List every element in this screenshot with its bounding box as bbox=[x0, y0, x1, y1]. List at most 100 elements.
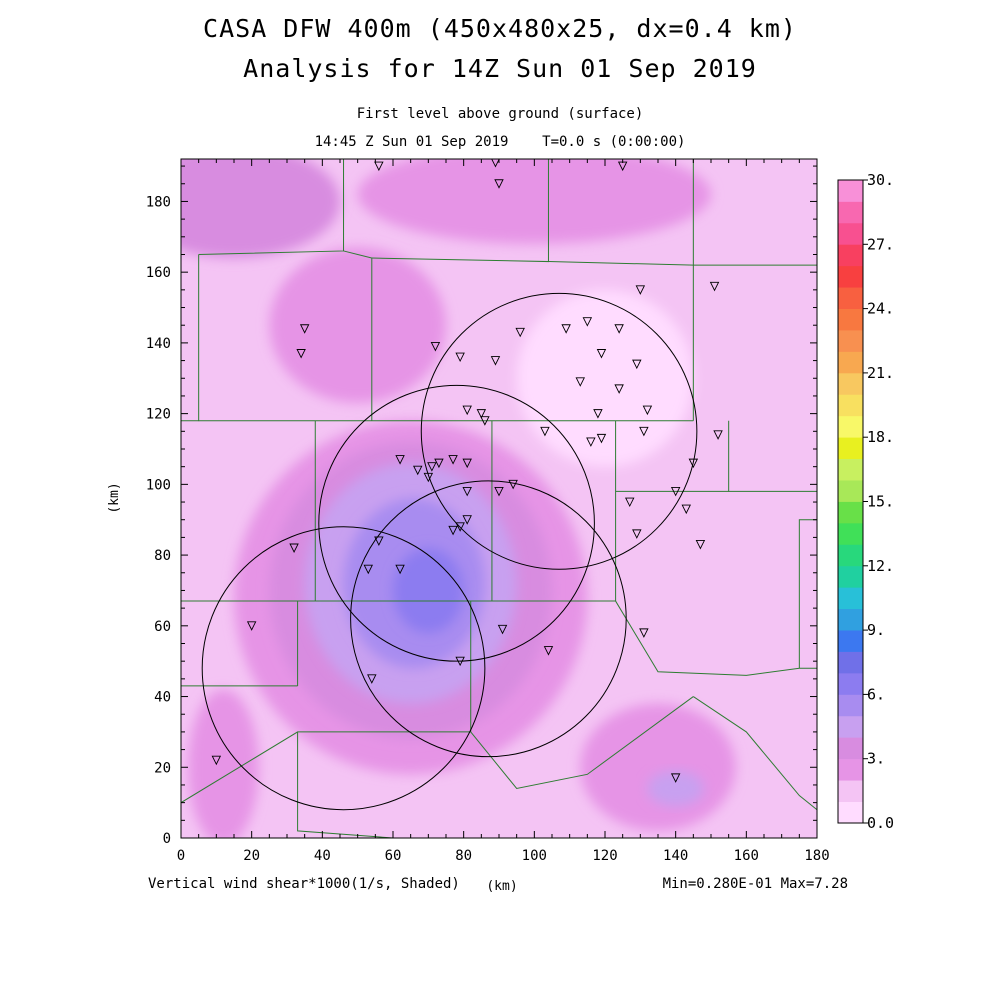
y-axis-label: (km) bbox=[107, 482, 122, 513]
station-marker-4 bbox=[709, 281, 720, 292]
station-marker-34 bbox=[434, 458, 444, 469]
axes: 0 20 40 60 80 100 120 140 160 180 0 20 40 60 80 100 120 1… bbox=[146, 159, 830, 864]
colorbar-segment-24 bbox=[838, 287, 863, 309]
colorbar-segment-9 bbox=[838, 608, 863, 631]
colorbar-segment-16 bbox=[838, 458, 863, 481]
colorbar-label-4: 12. bbox=[867, 557, 894, 575]
radar-ring-3 bbox=[201, 526, 486, 811]
colorbar-segment-26 bbox=[838, 244, 863, 267]
colorbar-label-6: 18. bbox=[867, 428, 894, 446]
colorbar-segment-23 bbox=[838, 308, 863, 331]
shear-region-7 bbox=[647, 770, 704, 807]
colorbar-segment-5 bbox=[838, 694, 863, 717]
station-marker-47 bbox=[695, 540, 706, 550]
station-marker-20 bbox=[642, 405, 653, 416]
station-marker-52 bbox=[246, 621, 257, 631]
station-marker-59 bbox=[670, 773, 681, 783]
colorbar-segment-22 bbox=[838, 330, 863, 352]
y-tick-label-8: 160 bbox=[146, 265, 171, 281]
station-marker-22 bbox=[476, 409, 487, 419]
station-marker-33 bbox=[427, 462, 437, 472]
station-marker-43 bbox=[625, 497, 635, 508]
y-tick-label-2: 40 bbox=[154, 690, 171, 706]
station-marker-7 bbox=[296, 349, 306, 359]
y-tick-label-5: 100 bbox=[146, 477, 171, 493]
y-tick-label-0: 0 bbox=[163, 831, 171, 847]
station-marker-57 bbox=[367, 674, 377, 684]
colorbar-segment-25 bbox=[838, 265, 863, 288]
colorbar-label-8: 24. bbox=[867, 300, 894, 318]
county-line-17 bbox=[798, 519, 817, 669]
station-marker-39 bbox=[508, 479, 518, 490]
county-lines bbox=[181, 159, 817, 838]
radar-ring-2 bbox=[350, 480, 627, 758]
shear-region-9 bbox=[269, 247, 446, 404]
station-marker-12 bbox=[561, 324, 571, 334]
colorbar-label-10: 30. bbox=[867, 171, 894, 189]
station-marker-8 bbox=[430, 341, 441, 352]
station-marker-37 bbox=[462, 486, 472, 497]
x-tick-label-8: 160 bbox=[734, 848, 759, 864]
station-marker-1 bbox=[491, 159, 500, 168]
colorbar-segment-12 bbox=[838, 544, 863, 567]
station-marker-44 bbox=[632, 529, 642, 539]
station-marker-36 bbox=[462, 458, 472, 469]
colorbar-segment-7 bbox=[838, 651, 863, 674]
station-marker-51 bbox=[395, 564, 405, 575]
y-tick-label-9: 180 bbox=[146, 194, 171, 210]
chart-title: CASA DFW 400m (450x480x25, dx=0.4 km) bbox=[203, 14, 797, 43]
station-marker-0 bbox=[374, 161, 384, 172]
shear-region-10 bbox=[357, 159, 711, 244]
x-tick-label-4: 80 bbox=[455, 848, 472, 864]
colorbar-segment-14 bbox=[838, 501, 863, 524]
stations bbox=[211, 159, 723, 783]
x-tick-label-7: 140 bbox=[663, 848, 688, 864]
colorbar-segment-21 bbox=[838, 351, 863, 374]
station-marker-35 bbox=[448, 455, 458, 465]
y-tick-label-3: 60 bbox=[154, 619, 171, 635]
station-marker-18 bbox=[614, 384, 624, 394]
x-axis-label: (km) bbox=[486, 879, 517, 894]
station-marker-9 bbox=[455, 352, 465, 363]
colorbar-segment-13 bbox=[838, 522, 863, 545]
colorbar-segment-4 bbox=[838, 715, 863, 738]
colorbar-label-2: 6. bbox=[867, 685, 885, 703]
station-marker-41 bbox=[455, 522, 465, 532]
x-tick-label-3: 60 bbox=[385, 848, 402, 864]
station-marker-14 bbox=[596, 349, 607, 359]
station-marker-40 bbox=[448, 525, 458, 536]
colorbar-segment-3 bbox=[838, 737, 863, 760]
station-marker-45 bbox=[670, 486, 681, 497]
colorbar-segment-29 bbox=[838, 180, 863, 202]
colorbar-segment-20 bbox=[838, 372, 863, 395]
chart-subtitle: Analysis for 14Z Sun 01 Sep 2019 bbox=[243, 54, 757, 83]
colorbar-segment-1 bbox=[838, 780, 863, 802]
shear-field bbox=[181, 159, 736, 838]
county-line-22 bbox=[693, 696, 817, 811]
county-line-21 bbox=[470, 696, 694, 790]
station-marker-49 bbox=[374, 536, 384, 546]
station-marker-56 bbox=[455, 656, 465, 667]
county-line-16 bbox=[615, 600, 817, 676]
colorbar-segment-28 bbox=[838, 201, 863, 224]
shear-region-4 bbox=[393, 548, 464, 633]
colorbar-segment-10 bbox=[838, 587, 863, 610]
station-marker-16 bbox=[632, 359, 642, 370]
colorbar-label-9: 27. bbox=[867, 235, 894, 253]
colorbar-segment-15 bbox=[838, 480, 863, 502]
colorbar-label-7: 21. bbox=[867, 364, 894, 382]
colorbar-segment-18 bbox=[838, 415, 863, 438]
station-marker-11 bbox=[515, 327, 525, 338]
station-marker-53 bbox=[497, 624, 508, 635]
station-marker-29 bbox=[688, 458, 699, 469]
colorbar: 0.0 3. 6. 9. 12. 15. 18. 21. 24. 27. 30. bbox=[837, 171, 894, 832]
colorbar-label-3: 9. bbox=[867, 621, 885, 639]
y-tick-label-1: 20 bbox=[154, 760, 171, 776]
station-marker-6 bbox=[299, 324, 310, 334]
station-marker-17 bbox=[575, 377, 585, 387]
station-marker-5 bbox=[635, 285, 646, 295]
colorbar-segment-0 bbox=[838, 801, 863, 824]
x-tick-label-0: 0 bbox=[177, 848, 185, 864]
